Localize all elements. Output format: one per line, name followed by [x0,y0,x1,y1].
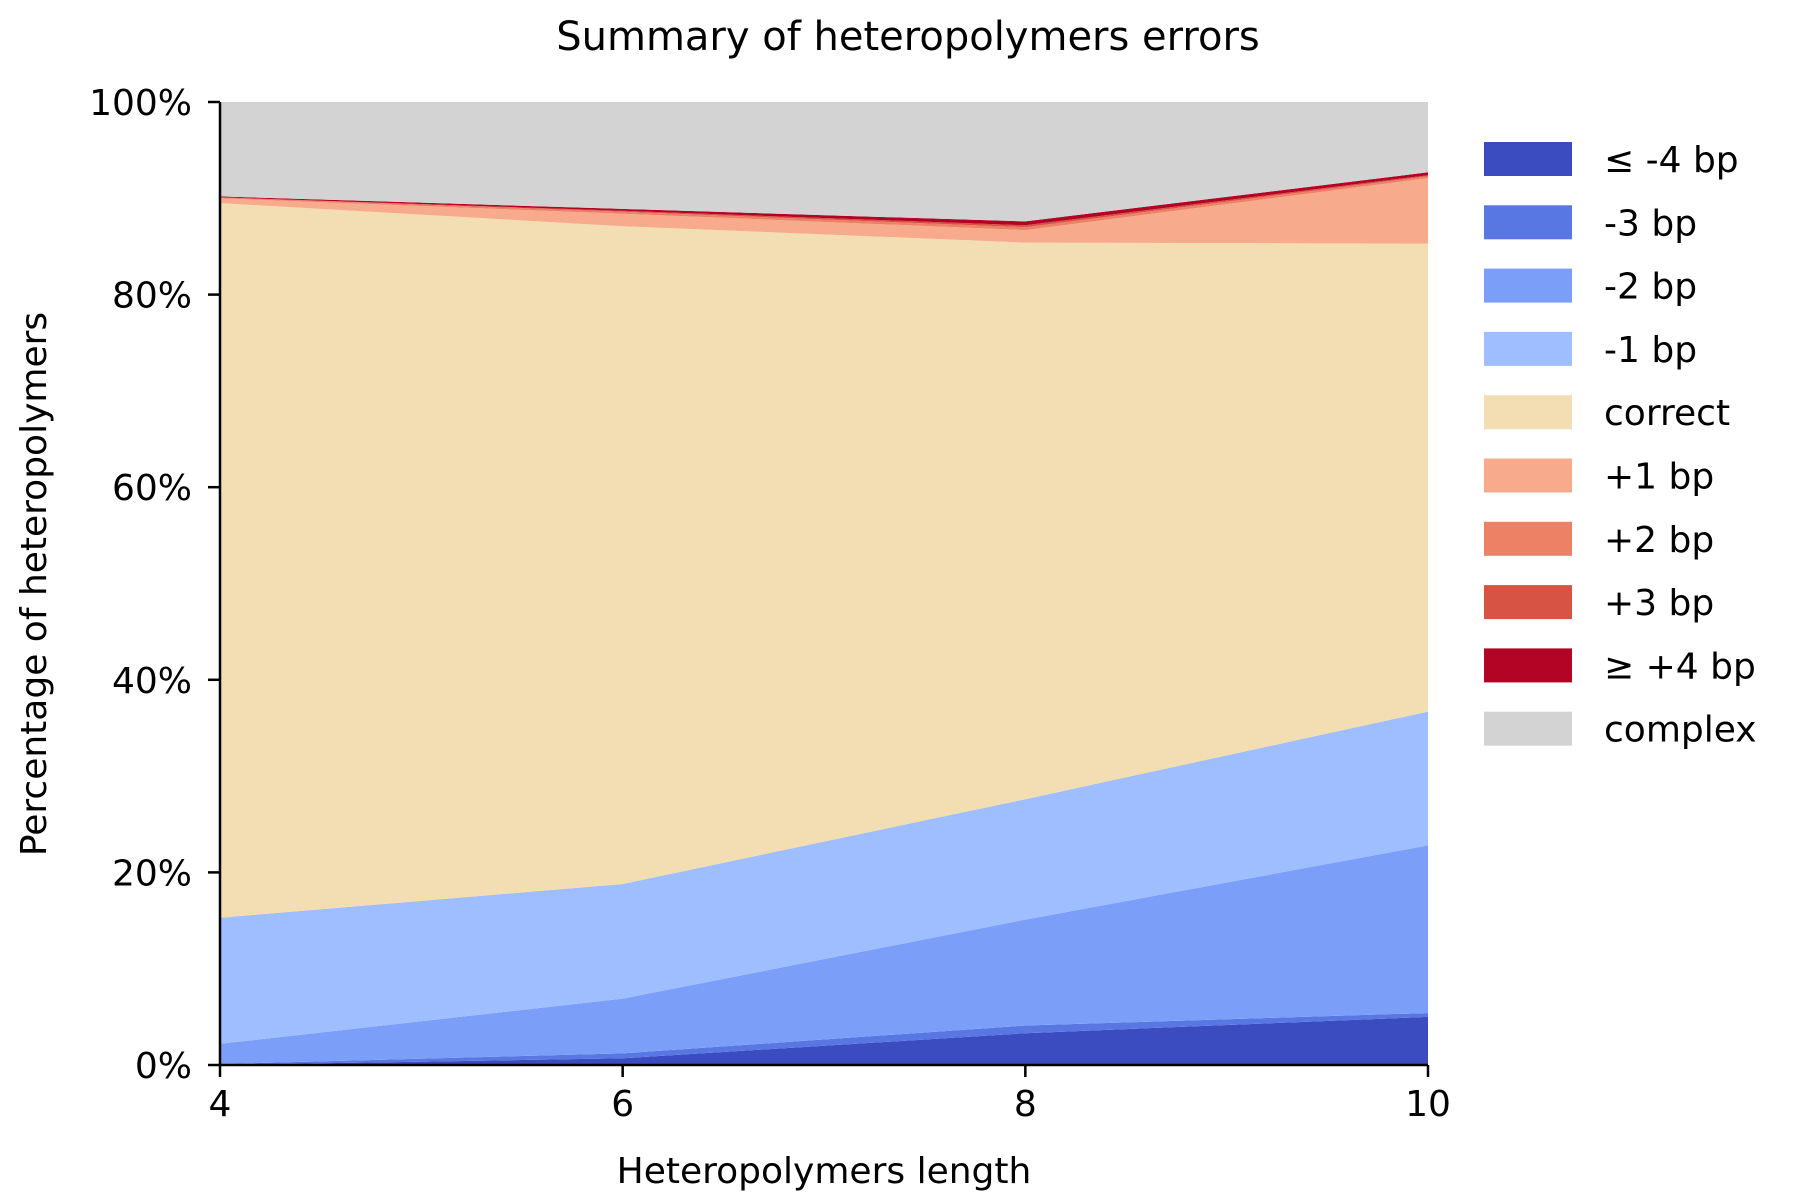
legend: ≤ -4 bp -3 bp -2 bp -1 bp correct +1 bp +2 bp +… [1484,140,1757,751]
legend-label: +2 bp [1604,520,1714,561]
legend-swatch [1484,205,1572,240]
y-axis-label: Percentage of heteropolymers [14,312,55,856]
area-3 [220,845,1428,1064]
y-tick-label: 0% [135,1046,192,1087]
legend-swatch [1484,585,1572,620]
x-axis-label: Heteropolymers length [617,1151,1032,1192]
legend-label: complex [1604,710,1757,751]
x-tick-label: 10 [1405,1084,1451,1125]
legend-label: correct [1604,393,1730,434]
legend-item: +2 bp [1484,520,1714,561]
legend-item: complex [1484,710,1757,751]
legend-item: ≤ -4 bp [1484,140,1739,181]
legend-label: -3 bp [1604,203,1697,244]
chart-title: Summary of heteropolymers errors [556,14,1259,60]
legend-swatch [1484,142,1572,176]
legend-label: ≥ +4 bp [1604,646,1756,687]
area-1 [220,1016,1428,1065]
area-5 [220,203,1428,918]
legend-label: +1 bp [1604,457,1714,498]
area-4 [220,711,1428,1044]
legend-swatch [1484,711,1572,746]
legend-item: correct [1484,393,1730,434]
legend-item: ≥ +4 bp [1484,646,1756,687]
legend-item: +3 bp [1484,583,1714,624]
area-9 [220,172,1428,226]
legend-label: -2 bp [1604,267,1697,308]
y-axis: 0% 20% 40% 60% 80% 100% [89,83,222,1087]
legend-label: -1 bp [1604,330,1697,371]
area-8 [220,175,1428,228]
y-tick-label: 40% [112,661,192,702]
legend-item: -1 bp [1484,330,1697,371]
x-axis: 4 6 8 10 [209,1063,1451,1125]
legend-swatch [1484,521,1572,556]
y-tick-label: 60% [112,468,192,509]
y-tick-label: 80% [112,276,192,317]
area-10 [220,102,1428,222]
x-tick-label: 8 [1014,1084,1037,1125]
legend-item: +1 bp [1484,457,1714,498]
area-7 [220,176,1428,231]
area-6 [220,178,1428,244]
area-2 [220,1013,1428,1065]
legend-swatch [1484,648,1572,683]
legend-item: -3 bp [1484,203,1697,244]
legend-swatch [1484,331,1572,366]
legend-item: -2 bp [1484,267,1697,308]
legend-swatch [1484,458,1572,493]
legend-label: +3 bp [1604,583,1714,624]
y-tick-label: 20% [112,853,192,894]
y-tick-label: 100% [89,83,192,124]
legend-swatch [1484,395,1572,430]
legend-label: ≤ -4 bp [1604,140,1739,181]
stacked-areas [220,102,1428,1065]
x-tick-label: 6 [611,1084,634,1125]
x-tick-label: 4 [209,1084,232,1125]
legend-swatch [1484,268,1572,303]
